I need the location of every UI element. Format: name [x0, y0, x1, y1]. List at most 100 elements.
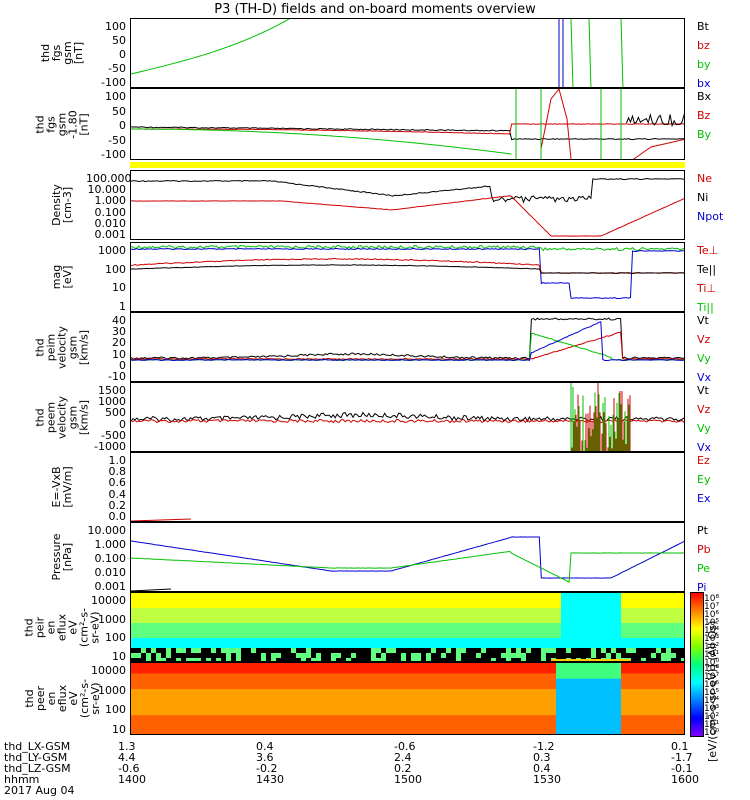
- spectrogram-cell: [396, 725, 402, 732]
- spectrogram-cell: [276, 694, 282, 701]
- spectrogram-cell: [141, 709, 147, 717]
- spectrogram-cell: [241, 725, 247, 732]
- spectrogram-cell: [436, 643, 442, 649]
- spectrogram-cell: [571, 638, 577, 644]
- spectrogram-cell: [671, 709, 677, 717]
- legend-entry: Pe: [697, 562, 711, 575]
- spectrogram-cell: [171, 623, 177, 629]
- spectrogram-cell: [261, 694, 267, 701]
- spectrogram-cell: [506, 694, 512, 701]
- spectrogram-cell: [576, 633, 582, 639]
- spectrogram-cell: [431, 593, 437, 599]
- spectrogram-cell: [641, 608, 647, 614]
- spectrogram-cell: [521, 715, 527, 722]
- spectrogram-cell: [131, 725, 137, 732]
- spectrogram-cell: [171, 678, 177, 685]
- spectrogram-cell: [261, 623, 267, 629]
- y-tick-label: 100.000: [86, 172, 132, 185]
- spectrogram-cell: [141, 689, 147, 696]
- spectrogram-cell: [246, 678, 252, 685]
- spectrogram-cell: [256, 704, 262, 711]
- spectrogram-cell: [381, 720, 387, 727]
- spectrogram-cell: [411, 623, 417, 629]
- spectrogram-cell: [306, 683, 312, 691]
- spectrogram-cell: [216, 694, 222, 701]
- spectrogram-cell: [381, 699, 387, 706]
- spectrogram-cell: [676, 623, 682, 629]
- spectrogram-cell: [176, 593, 182, 599]
- spectrogram-cell: [191, 709, 197, 717]
- spectrogram-cell: [156, 689, 162, 696]
- spectrogram-cell: [671, 648, 677, 654]
- spectrogram-cell: [611, 608, 617, 614]
- spectrogram-cell: [456, 653, 462, 659]
- spectrogram-cell: [356, 648, 362, 654]
- spectrogram-cell: [656, 704, 662, 711]
- spectrogram-cell: [166, 689, 172, 696]
- spectrogram-cell: [316, 715, 322, 722]
- spectrogram-cell: [376, 673, 382, 680]
- spectrogram-cell: [366, 663, 372, 670]
- spectrogram-cell: [481, 618, 487, 624]
- spectrogram-cell: [391, 648, 397, 654]
- spectrogram-cell: [591, 613, 597, 619]
- spectrogram-cell: [161, 608, 167, 614]
- spectrogram-cell: [256, 673, 262, 680]
- spectrogram-cell: [136, 699, 142, 706]
- spectrogram-cell: [146, 715, 152, 722]
- spectrogram-cell: [496, 683, 502, 691]
- spectrogram-cell: [516, 593, 522, 599]
- spectrogram-cell: [226, 720, 232, 727]
- spectrogram-cell: [336, 730, 342, 734]
- spectrogram-cell: [461, 725, 467, 732]
- spectrogram-cell: [506, 653, 512, 659]
- spectrogram-cell: [536, 725, 542, 732]
- spectrogram-cell: [606, 689, 612, 696]
- spectrogram-cell: [401, 613, 407, 619]
- spectrogram-cell: [566, 613, 572, 619]
- spectrogram-cell: [561, 699, 567, 706]
- spectrogram-cell: [236, 730, 242, 734]
- spectrogram-cell: [611, 613, 617, 619]
- spectrogram-cell: [231, 678, 237, 685]
- spectrogram-cell: [511, 699, 517, 706]
- spectrogram-cell: [656, 613, 662, 619]
- spectrogram-cell: [506, 709, 512, 717]
- spectrogram-cell: [486, 658, 492, 661]
- spectrogram-cell: [411, 683, 417, 691]
- spectrogram-cell: [501, 683, 507, 691]
- spectrogram-cell: [541, 603, 547, 609]
- spectrogram-cell: [641, 689, 647, 696]
- spectrogram-cell: [346, 593, 352, 599]
- spectrogram-cell: [541, 709, 547, 717]
- spectrogram-cell: [661, 593, 667, 599]
- spectrogram-cell: [166, 720, 172, 727]
- spectrogram-cell: [371, 704, 377, 711]
- spectrogram-cell: [446, 648, 452, 654]
- spectrogram-cell: [406, 699, 412, 706]
- spectrogram-cell: [306, 623, 312, 629]
- spectrogram-cell: [571, 618, 577, 624]
- spectrogram-cell: [471, 663, 477, 670]
- spectrogram-cell: [406, 720, 412, 727]
- spectrogram-cell: [681, 715, 684, 722]
- spectrogram-cell: [351, 633, 357, 639]
- spectrogram-cell: [506, 648, 512, 654]
- series-By: [131, 128, 512, 155]
- spectrogram-cell: [206, 653, 212, 659]
- spectrogram-cell: [131, 689, 137, 696]
- spectrogram-cell: [136, 638, 142, 644]
- spectrogram-cell: [631, 678, 637, 685]
- spectrogram-cell: [556, 730, 562, 734]
- spectrogram-cell: [601, 663, 607, 670]
- spectrogram-cell: [646, 653, 652, 659]
- spectrogram-cell: [656, 730, 662, 734]
- spectrogram-cell: [236, 699, 242, 706]
- spectrogram-cell: [586, 623, 592, 629]
- spectrogram-cell: [376, 658, 382, 661]
- spectrogram-cell: [341, 678, 347, 685]
- spectrogram-cell: [471, 699, 477, 706]
- spectrogram-cell: [601, 715, 607, 722]
- spectrogram-cell: [366, 730, 372, 734]
- spectrogram-cell: [656, 673, 662, 680]
